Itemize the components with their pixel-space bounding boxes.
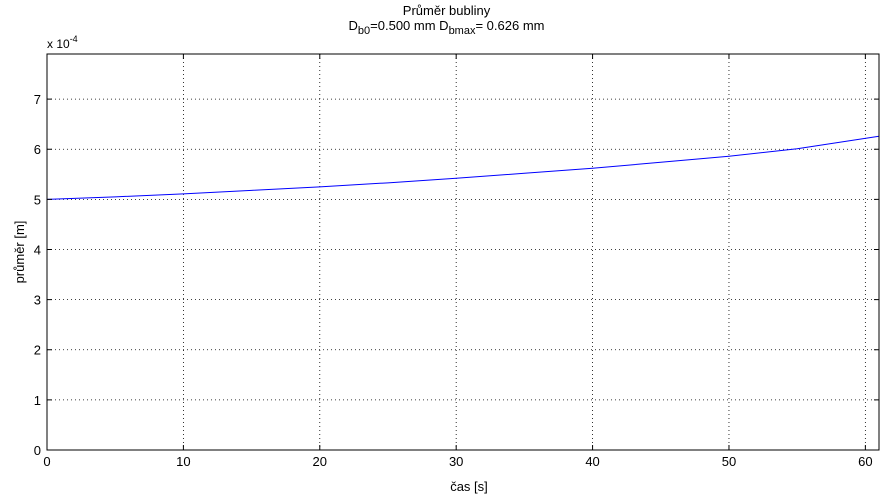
- subtitle-d0-subscript: b0: [357, 25, 371, 37]
- plot-frame: [46, 53, 880, 451]
- y-tick-label: 3: [34, 293, 41, 308]
- y-tick-label: 6: [34, 142, 41, 157]
- y-axis-multiplier: x 10-4: [47, 34, 78, 51]
- chart-title-block: Průměr bubliny Db0=0.500 mm Dbmax= 0.626…: [0, 3, 893, 37]
- y-multiplier-base: x 10: [47, 37, 70, 51]
- chart-subtitle: Db0=0.500 mm Dbmax= 0.626 mm: [0, 18, 893, 37]
- tick-layer: 0 10 20 30 40 50 60 0 1 2 3 4 5 6 7: [34, 54, 879, 469]
- grid-layer: [47, 54, 879, 450]
- y-axis-label: průměr [m]: [12, 221, 27, 284]
- y-tick-label: 7: [34, 92, 41, 107]
- y-tick-label: 2: [34, 343, 41, 358]
- subtitle-dmax-value: = 0.626 mm: [475, 18, 545, 33]
- subtitle-dmax-subscript: bmax: [448, 25, 476, 37]
- x-axis-label: čas [s]: [450, 479, 488, 494]
- subtitle-d0-symbol: D: [348, 18, 358, 33]
- series-layer: [46, 135, 880, 200]
- x-tick-label: 40: [585, 454, 599, 469]
- x-tick-label: 20: [313, 454, 327, 469]
- y-tick-label: 1: [34, 393, 41, 408]
- y-tick-label: 0: [34, 443, 41, 458]
- x-tick-label: 30: [449, 454, 463, 469]
- y-multiplier-exponent: -4: [69, 34, 78, 44]
- y-tick-label: 4: [34, 242, 41, 257]
- subtitle-dmax-symbol: D: [439, 18, 449, 33]
- y-tick-label: 5: [34, 192, 41, 207]
- chart-title: Průměr bubliny: [402, 3, 491, 18]
- series-line-0: [46, 135, 880, 200]
- x-tick-label: 50: [722, 454, 736, 469]
- x-tick-label: 0: [43, 454, 50, 469]
- x-tick-label: 10: [176, 454, 190, 469]
- x-tick-label: 60: [858, 454, 872, 469]
- subtitle-d0-value: =0.500 mm: [370, 18, 440, 33]
- axes-layer: [46, 53, 880, 451]
